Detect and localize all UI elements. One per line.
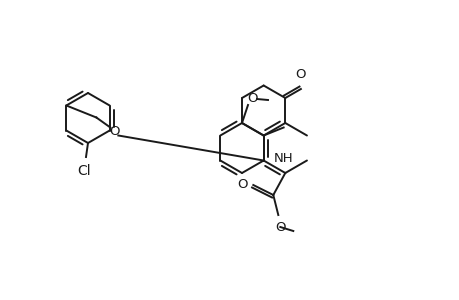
Text: O: O <box>274 221 285 234</box>
Text: O: O <box>109 125 119 138</box>
Text: O: O <box>295 68 306 81</box>
Text: NH: NH <box>273 152 293 165</box>
Text: Cl: Cl <box>77 164 90 178</box>
Text: O: O <box>236 178 247 190</box>
Text: O: O <box>247 92 257 104</box>
